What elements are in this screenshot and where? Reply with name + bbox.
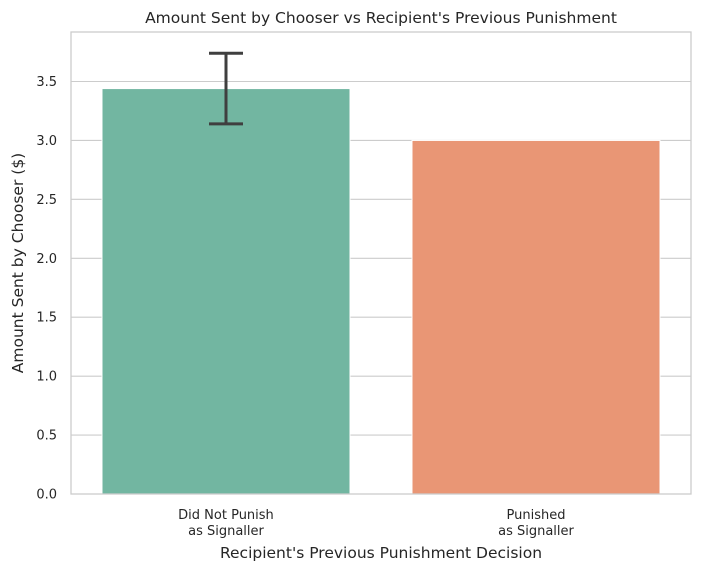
y-tick-label: 3.5 xyxy=(36,75,57,90)
y-tick-label: 2.0 xyxy=(36,252,57,267)
x-tick-label: Punished xyxy=(507,508,566,523)
chart-title: Amount Sent by Chooser vs Recipient's Pr… xyxy=(145,9,617,27)
y-tick-label: 1.0 xyxy=(36,370,57,385)
x-tick-label: Did Not Punish xyxy=(178,508,274,523)
bar xyxy=(411,139,661,495)
y-tick-label: 1.5 xyxy=(36,311,57,326)
x-tick-label: as Signaller xyxy=(498,524,574,539)
y-tick-label: 0.0 xyxy=(36,488,57,503)
y-axis-label: Amount Sent by Chooser ($) xyxy=(9,153,27,373)
bar xyxy=(101,88,351,495)
axes-frame xyxy=(70,31,692,495)
y-tick-label: 0.5 xyxy=(36,429,57,444)
y-tick-label: 3.0 xyxy=(36,134,57,149)
x-axis-label: Recipient's Previous Punishment Decision xyxy=(220,544,542,562)
y-tick-label: 2.5 xyxy=(36,193,57,208)
x-tick-label: as Signaller xyxy=(188,524,264,539)
